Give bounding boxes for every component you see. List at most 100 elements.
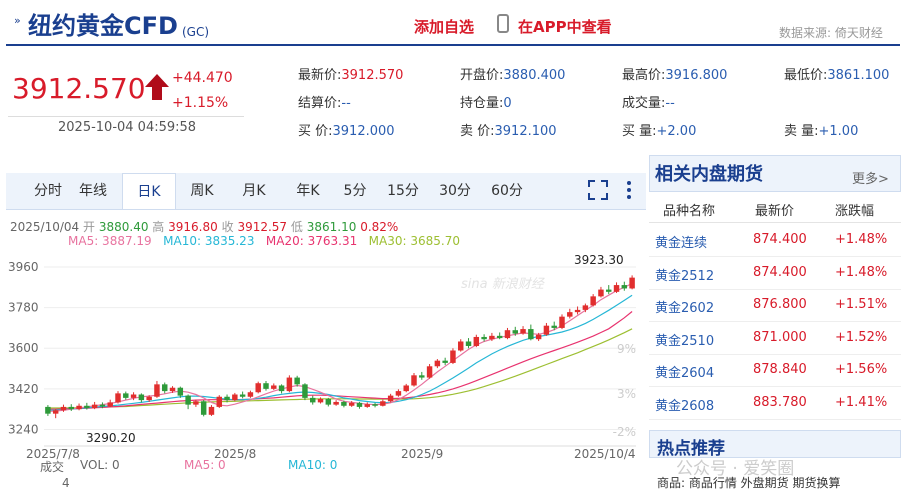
candle-body xyxy=(348,402,355,406)
col-price-header: 最新价 xyxy=(755,204,795,219)
quote-item: 最新价:3912.570 xyxy=(298,64,403,83)
candle-body xyxy=(426,366,433,378)
ma10-value: MA10: 3835.23 xyxy=(163,234,255,248)
related-name[interactable]: 黄金连续 xyxy=(655,236,708,251)
quote-value: 3916.800 xyxy=(665,68,728,83)
quote-value: +1.00 xyxy=(818,124,859,139)
candle-body xyxy=(512,330,518,334)
candle-body xyxy=(177,387,184,396)
candle-body xyxy=(621,285,628,289)
quote-label: 最高价: xyxy=(622,68,666,83)
more-link[interactable]: 更多> xyxy=(852,172,889,187)
fullscreen-icon[interactable] xyxy=(588,180,608,200)
candle-body xyxy=(372,404,378,406)
volume-value: VOL: 0 xyxy=(80,458,120,472)
more-options-icon[interactable] xyxy=(624,180,634,200)
related-row[interactable]: 黄金2510 871.000 +1.52% xyxy=(649,322,901,355)
candle-body xyxy=(395,391,402,396)
tab-8[interactable]: 30分 xyxy=(439,183,471,199)
price-change: +44.470 +1.15% xyxy=(172,66,233,116)
related-pct: +1.48% xyxy=(835,264,888,280)
tab-9[interactable]: 60分 xyxy=(491,183,523,199)
y-tick-label: 3960 xyxy=(8,260,39,274)
candle-body xyxy=(496,335,503,339)
ohlc-info: 2025/10/04 开 3880.40 高 3916.80 收 3912.57… xyxy=(10,218,398,235)
info-date: 2025/10/04 xyxy=(10,220,80,234)
wechat-watermark: 公众号 · 爱笑圈 xyxy=(676,459,795,479)
candle-body xyxy=(419,375,425,378)
candle-body xyxy=(154,384,160,397)
candle-body xyxy=(411,375,417,386)
quote-value: -- xyxy=(665,96,675,111)
close-value: 3912.57 xyxy=(237,220,288,234)
add-favorite-button[interactable]: 添加自选 xyxy=(414,18,475,36)
related-row[interactable]: 黄金2604 878.840 +1.56% xyxy=(649,354,901,387)
kline-chart[interactable]: 3240 3420 3600 3780 3960 9% 3% -2% sina 新浪财经 3923… xyxy=(6,248,646,500)
candle-body xyxy=(528,329,534,340)
y-tick-label: 3600 xyxy=(8,341,39,355)
related-pct: +1.41% xyxy=(835,394,888,410)
tab-2[interactable]: 日K xyxy=(122,173,176,209)
quote-value: +2.00 xyxy=(656,124,697,139)
candle-body xyxy=(613,285,620,292)
quote-item: 持仓量:0 xyxy=(460,92,512,111)
quote-value: 3912.570 xyxy=(341,68,404,83)
candle-body xyxy=(138,394,145,401)
related-row[interactable]: 黄金2512 874.400 +1.48% xyxy=(649,257,901,290)
data-source: 数据来源: 倚天财经 xyxy=(779,26,883,40)
related-name[interactable]: 黄金2602 xyxy=(655,301,715,316)
tab-4[interactable]: 月K xyxy=(242,183,266,199)
related-name[interactable]: 黄金2608 xyxy=(655,398,715,414)
related-name[interactable]: 黄金2604 xyxy=(655,366,715,381)
related-pct: +1.52% xyxy=(835,329,888,345)
related-name[interactable]: 黄金2510 xyxy=(655,333,715,349)
candle-body xyxy=(271,385,277,389)
related-panel-header xyxy=(649,155,901,192)
candle-body xyxy=(559,316,565,328)
quote-label: 卖 价: xyxy=(460,124,495,139)
last-price: 3912.570 xyxy=(12,72,146,105)
related-row[interactable]: 黄金连续 874.400 +1.48% xyxy=(649,224,901,257)
related-row[interactable]: 黄金2602 876.800 +1.51% xyxy=(649,289,901,322)
related-name[interactable]: 黄金2512 xyxy=(655,268,715,284)
quote-item: 开盘价:3880.400 xyxy=(460,64,565,83)
max-annotation: 3923.30 xyxy=(574,253,624,267)
candle-body xyxy=(364,404,370,407)
ma5-value: MA5: 3887.19 xyxy=(68,234,152,248)
candle-body xyxy=(325,399,332,405)
col-pct-header: 涨跌幅 xyxy=(835,204,875,219)
candle-body xyxy=(224,396,230,401)
tab-3[interactable]: 周K xyxy=(190,183,214,199)
tab-1[interactable]: 年线 xyxy=(79,183,107,199)
candle-body xyxy=(317,399,324,403)
tab-5[interactable]: 年K xyxy=(296,183,320,199)
related-row[interactable]: 黄金2608 883.780 +1.41% xyxy=(649,387,901,420)
view-in-app-button[interactable]: 在APP中查看 xyxy=(518,18,612,36)
tab-0[interactable]: 分时 xyxy=(34,183,62,199)
open-value: 3880.40 xyxy=(98,220,149,234)
candle-body xyxy=(200,401,207,415)
candle-body xyxy=(380,401,386,406)
candle-body xyxy=(239,394,246,397)
y-tick-label: 3420 xyxy=(8,382,39,396)
candle-body xyxy=(162,384,168,392)
sina-watermark: sina 新浪财经 xyxy=(461,276,546,292)
quote-label: 开盘价: xyxy=(460,68,504,83)
tab-7[interactable]: 15分 xyxy=(387,183,419,199)
ma20-value: MA20: 3763.31 xyxy=(265,234,358,248)
low-label: 低 xyxy=(290,220,303,234)
candle-body xyxy=(606,289,612,292)
ma-info: MA5: 3887.19 MA10: 3835.23 MA20: 3763.31… xyxy=(68,234,460,248)
tab-6[interactable]: 5分 xyxy=(343,183,367,199)
header-divider xyxy=(6,44,900,46)
candle-body xyxy=(473,336,480,346)
x-tick-label: 2025/10/4 xyxy=(574,447,636,461)
candle-body xyxy=(232,394,238,401)
volume-ma10: MA10: 0 xyxy=(288,458,338,472)
hot-links[interactable]: 商品: 商品行情 外盘期货 期货换算 xyxy=(657,476,841,490)
candle-body xyxy=(629,277,635,289)
candle-body xyxy=(130,394,137,398)
low-value: 3861.10 xyxy=(306,220,357,234)
related-pct: +1.51% xyxy=(835,297,888,312)
min-annotation: 3290.20 xyxy=(86,431,136,445)
